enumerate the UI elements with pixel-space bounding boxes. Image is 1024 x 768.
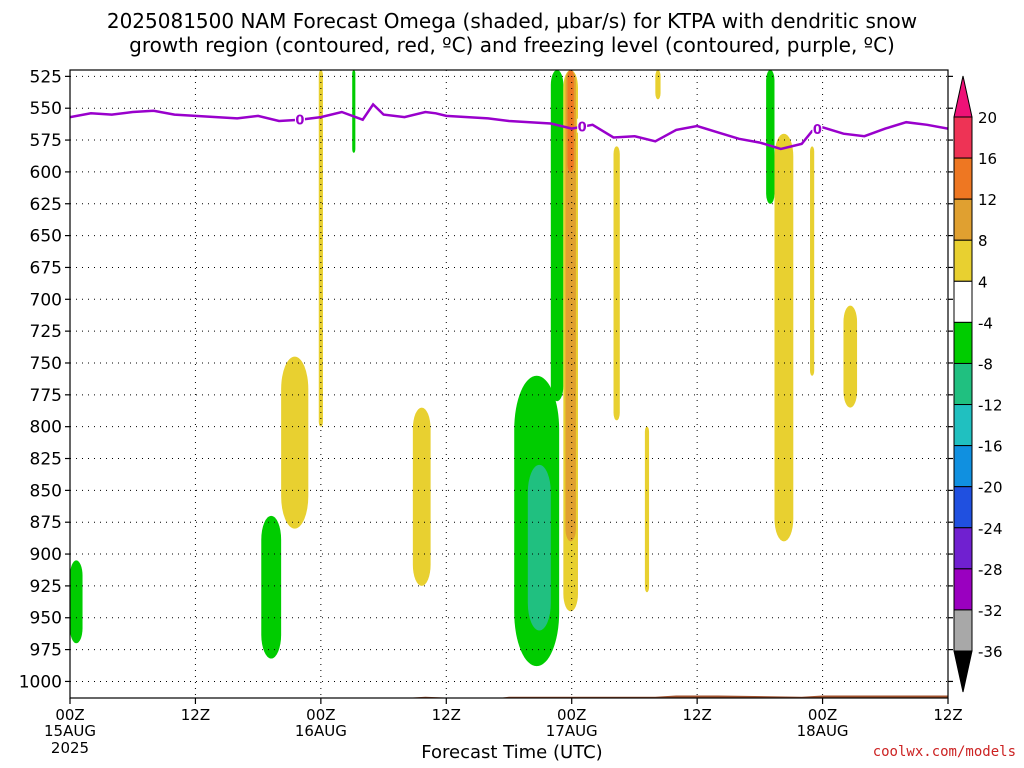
colorbar-label-10: -24	[978, 520, 1003, 538]
y-tick-label-825: 825	[30, 450, 62, 470]
omega-region-7	[527, 464, 551, 631]
y-tick-label-675: 675	[30, 258, 62, 278]
colorbar-segment-11	[953, 568, 973, 611]
omega-region-8	[550, 70, 564, 402]
colorbar-label-7: -12	[978, 397, 1003, 415]
chart-title-line-1: 2025081500 NAM Forecast Omega (shaded, μ…	[106, 9, 918, 33]
omega-region-18	[843, 305, 858, 408]
watermark-text: coolwx.com/models	[872, 744, 1016, 760]
y-tick-label-800: 800	[30, 418, 62, 438]
freezing-level-line	[70, 102, 948, 151]
y-tick-label-700: 700	[30, 290, 62, 310]
omega-region-14	[655, 70, 661, 100]
colorbar-label-8: -16	[978, 438, 1003, 456]
colorbar-segment-12	[953, 609, 973, 652]
omega-region-12	[613, 146, 620, 421]
colorbar-segment-5	[953, 321, 973, 364]
y-tick-label-875: 875	[30, 513, 62, 533]
y-tick-label-950: 950	[30, 609, 62, 629]
colorbar-segment-2	[953, 198, 973, 241]
colorbar-segment-3	[953, 239, 973, 282]
x-tick-date-2: 16AUG	[295, 722, 347, 740]
omega-region-3	[318, 70, 323, 427]
colorbar-label-3: 8	[978, 232, 988, 250]
grid-lines	[70, 70, 948, 698]
x-tick-date-4: 17AUG	[546, 722, 598, 740]
x-tick-label-3: 12Z	[432, 706, 461, 724]
x-tick-year-0: 2025	[51, 739, 89, 757]
omega-region-16	[774, 133, 794, 542]
chart-title-line-2: growth region (contoured, red, ºC) and f…	[129, 33, 895, 57]
colorbar-segment-0	[953, 116, 973, 159]
colorbar-label-11: -28	[978, 561, 1003, 579]
x-tick-label-7: 12Z	[933, 706, 962, 724]
freezing-label-0: 0	[295, 114, 304, 129]
freezing-label-bg-1	[577, 118, 588, 133]
ground-terrain	[70, 695, 948, 698]
x-tick-date-0: 15AUG	[44, 722, 96, 740]
colorbar-label-13: -36	[978, 643, 1003, 661]
x-tick-label-4: 00Z	[557, 706, 586, 724]
colorbar: 20 16 12 8 4 -4 -8 -12 -16 -20 -24 -28 -32 -36	[953, 75, 1003, 693]
x-tick-date-6: 18AUG	[797, 722, 849, 740]
x-tick-label-6: 00Z	[808, 706, 837, 724]
omega-region-5	[412, 407, 431, 586]
y-tick-label-575: 575	[30, 131, 62, 151]
freezing-label-bg-2	[812, 121, 823, 136]
freezing-label-bg-0	[294, 111, 305, 126]
x-tick-label-1: 12Z	[181, 706, 210, 724]
freezing-label-1: 0	[578, 121, 587, 136]
y-tick-label-550: 550	[30, 99, 62, 119]
colorbar-segment-6	[953, 362, 973, 406]
omega-region-13	[644, 426, 650, 593]
colorbar-label-0: 20	[978, 109, 997, 127]
y-tick-label-625: 625	[30, 195, 62, 215]
colorbar-label-1: 16	[978, 150, 997, 168]
colorbar-segment-7	[953, 404, 973, 447]
y-tick-label-750: 750	[30, 354, 62, 374]
y-tick-label-650: 650	[30, 227, 62, 247]
y-tick-label-900: 900	[30, 545, 62, 565]
colorbar-bottom-arrow	[953, 650, 973, 693]
y-tick-label-600: 600	[30, 163, 62, 183]
omega-region-4	[352, 70, 356, 153]
x-tick-label-5: 12Z	[682, 706, 711, 724]
y-tick-label-1000: 1000	[19, 672, 62, 692]
colorbar-segment-1	[953, 157, 973, 200]
x-tick-label-0: 00Z	[55, 706, 84, 724]
plot-area: 0 0 0	[70, 70, 948, 698]
colorbar-label-12: -32	[978, 602, 1003, 620]
plot-frame	[69, 69, 949, 699]
colorbar-label-5: -4	[978, 314, 993, 332]
colorbar-segment-10	[953, 527, 973, 570]
y-tick-label-925: 925	[30, 577, 62, 597]
y-tick-label-850: 850	[30, 481, 62, 501]
colorbar-label-4: 4	[978, 273, 988, 291]
y-tick-label-725: 725	[30, 322, 62, 342]
x-tick-label-2: 00Z	[306, 706, 335, 724]
y-tick-label-775: 775	[30, 386, 62, 406]
colorbar-label-9: -20	[978, 479, 1003, 497]
omega-region-2	[281, 356, 309, 529]
omega-region-1	[261, 515, 282, 659]
omega-region-11	[567, 70, 574, 172]
omega-region-10	[565, 70, 576, 542]
colorbar-segment-9	[953, 486, 973, 529]
freezing-label-2: 0	[813, 123, 822, 138]
colorbar-label-2: 12	[978, 191, 997, 209]
omega-region-0	[70, 560, 83, 644]
colorbar-segment-4	[953, 280, 973, 323]
colorbar-segment-8	[953, 445, 973, 488]
colorbar-label-6: -8	[978, 355, 993, 373]
x-axis-title: Forecast Time (UTC)	[421, 742, 603, 763]
y-tick-label-525: 525	[30, 67, 62, 87]
colorbar-top-arrow	[953, 75, 973, 118]
y-tick-label-975: 975	[30, 641, 62, 661]
omega-region-15	[766, 70, 775, 204]
omega-region-17	[810, 146, 815, 376]
